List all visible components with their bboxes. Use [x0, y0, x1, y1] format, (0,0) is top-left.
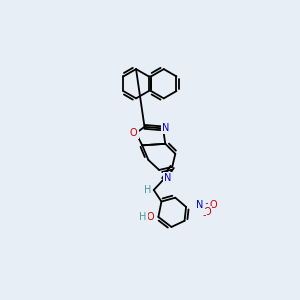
- Text: H: H: [144, 185, 151, 195]
- Text: N: N: [162, 123, 169, 134]
- Text: O: O: [204, 207, 212, 217]
- Text: N: N: [164, 173, 171, 183]
- Text: +: +: [204, 199, 211, 208]
- Text: O: O: [209, 200, 217, 210]
- Text: N: N: [196, 200, 204, 210]
- Text: H: H: [139, 212, 147, 222]
- Text: O: O: [147, 212, 154, 222]
- Text: O: O: [130, 128, 137, 138]
- Text: -: -: [203, 210, 206, 220]
